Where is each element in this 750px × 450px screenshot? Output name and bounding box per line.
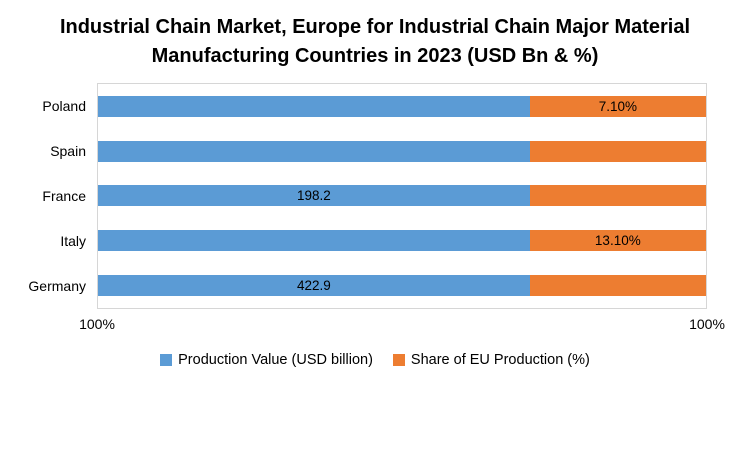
legend-swatch-icon	[160, 354, 173, 366]
bar-segment: 422.9	[98, 275, 530, 297]
plot-area: 7.10% 198.2 13.10% 422.9	[97, 83, 707, 309]
chart: Industrial Chain Market, Europe for Indu…	[0, 16, 750, 368]
bar-segment	[98, 140, 530, 162]
bar-segment	[98, 230, 530, 252]
category-label: France	[42, 188, 86, 204]
data-label: 13.10%	[594, 233, 641, 249]
bar-row: 422.9	[98, 263, 706, 308]
data-label: 7.10%	[598, 98, 637, 114]
bar-row: 198.2	[98, 174, 706, 219]
bar-row	[98, 129, 706, 174]
bar-segment: 198.2	[98, 185, 530, 207]
stacked-bar	[98, 140, 706, 162]
legend-label: Production Value (USD billion)	[178, 352, 373, 368]
category-label: Spain	[50, 142, 86, 159]
bar-segment	[529, 275, 706, 297]
category-axis: Poland Spain France Italy Germany	[12, 83, 97, 309]
legend: Production Value (USD billion) Share of E…	[0, 352, 750, 368]
legend-item: Share of EU Production (%)	[392, 352, 590, 368]
data-label: 198.2	[296, 188, 331, 204]
bar-segment	[529, 140, 706, 162]
category-label: Italy	[60, 233, 86, 250]
bar-row: 7.10%	[98, 84, 706, 129]
legend-swatch-icon	[392, 354, 405, 366]
bar-segment	[98, 95, 530, 117]
category-label: Germany	[28, 278, 86, 295]
data-label: 422.9	[296, 278, 331, 294]
stacked-bar: 198.2	[98, 185, 706, 207]
x-axis: 100% 100%	[79, 316, 725, 332]
bar-segment: 7.10%	[529, 95, 706, 117]
stacked-bar: 13.10%	[98, 230, 706, 252]
plot-area-wrapper: Poland Spain France Italy Germany 7.10% 198.2…	[12, 83, 707, 309]
stacked-bar: 7.10%	[98, 95, 706, 117]
chart-title: Industrial Chain Market, Europe for Indu…	[59, 16, 691, 67]
stacked-bar: 422.9	[98, 275, 706, 297]
bar-segment: 13.10%	[529, 230, 706, 252]
legend-label: Share of EU Production (%)	[410, 352, 590, 368]
x-axis-tick-left: 100%	[79, 316, 115, 332]
category-label: Poland	[42, 97, 86, 114]
bar-row: 13.10%	[98, 218, 706, 263]
bar-segment	[529, 185, 706, 207]
x-axis-tick-right: 100%	[689, 316, 725, 332]
legend-item: Production Value (USD billion)	[160, 352, 373, 368]
